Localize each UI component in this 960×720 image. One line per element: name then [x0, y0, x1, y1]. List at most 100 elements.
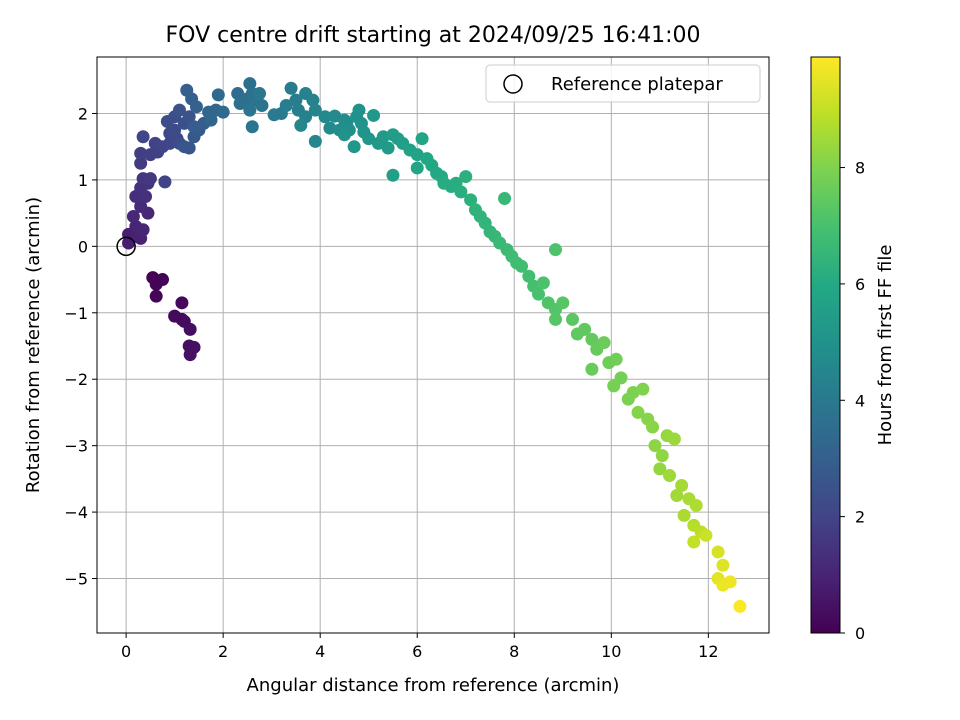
data-point: [646, 420, 660, 434]
data-point: [189, 100, 203, 114]
data-point: [136, 130, 150, 144]
data-point: [655, 449, 669, 463]
y-tick-label: 2: [78, 104, 88, 123]
data-point: [454, 185, 468, 199]
data-point: [459, 170, 473, 184]
data-point: [565, 312, 579, 326]
data-point: [549, 312, 563, 326]
x-tick-label: 8: [509, 642, 519, 661]
data-point: [182, 141, 196, 155]
data-point: [211, 88, 225, 102]
data-point: [136, 223, 150, 237]
grid: [97, 57, 769, 633]
data-point: [464, 193, 478, 207]
data-point: [143, 172, 157, 186]
data-point: [318, 110, 332, 124]
data-point: [172, 103, 186, 117]
reference-platepar-marker: [116, 236, 136, 257]
data-point: [352, 103, 366, 117]
data-point: [733, 599, 747, 613]
data-point: [284, 81, 298, 95]
data-point: [367, 108, 381, 122]
data-point: [631, 405, 645, 419]
data-point: [308, 103, 322, 117]
y-tick-label: −2: [64, 370, 88, 389]
data-point: [386, 168, 400, 182]
colorbar: [810, 56, 841, 634]
colorbar-label: Hours from first FF file: [875, 245, 896, 446]
reference-marker-layer: [116, 236, 136, 257]
data-point: [362, 132, 376, 146]
data-point: [308, 134, 322, 148]
data-point: [636, 382, 650, 396]
data-point: [134, 199, 148, 213]
data-point: [182, 110, 196, 124]
data-point: [410, 161, 424, 175]
data-point: [670, 488, 684, 502]
colorbar-tick-label: 6: [855, 275, 865, 294]
data-point: [233, 97, 247, 111]
legend-reference-marker: [503, 74, 523, 94]
y-tick-label: −1: [64, 304, 88, 323]
data-point: [522, 269, 536, 283]
y-tick-label: −4: [64, 503, 88, 522]
x-tick-label: 2: [218, 642, 228, 661]
data-point: [653, 462, 667, 476]
y-axis-label: Rotation from reference (arcmin): [23, 197, 44, 493]
data-point: [243, 103, 257, 117]
data-point: [175, 296, 189, 310]
data-point: [337, 128, 351, 142]
data-point: [716, 558, 730, 572]
data-point: [149, 277, 163, 291]
data-point: [711, 545, 725, 559]
data-point: [183, 348, 197, 362]
colorbar-tick-label: 2: [855, 508, 865, 527]
data-point: [323, 121, 337, 135]
data-point: [585, 332, 599, 346]
data-point: [549, 243, 563, 257]
data-point: [677, 508, 691, 522]
data-point: [578, 322, 592, 336]
data-point: [279, 98, 293, 112]
x-axis-label: Angular distance from reference (arcmin): [247, 675, 620, 696]
scatter-points: [122, 77, 747, 613]
data-point: [687, 535, 701, 549]
legend-entry-reference: Reference platepar: [551, 74, 723, 95]
data-point: [498, 192, 512, 206]
y-tick-label: 1: [78, 171, 88, 190]
data-point: [667, 432, 681, 446]
data-point: [134, 146, 148, 160]
data-point: [648, 439, 662, 453]
y-tick-label: −3: [64, 437, 88, 456]
data-point: [609, 352, 623, 366]
data-point: [663, 469, 677, 483]
data-point: [532, 287, 546, 301]
data-point: [134, 156, 148, 170]
x-tick-label: 6: [412, 642, 422, 661]
data-point: [306, 93, 320, 107]
colorbar-tick-label: 8: [855, 159, 865, 178]
data-point: [231, 87, 245, 101]
colorbar-tick-label: 4: [855, 391, 865, 410]
data-point: [289, 93, 303, 107]
data-point: [187, 120, 201, 134]
data-point: [294, 118, 308, 132]
data-point: [556, 296, 570, 310]
data-point: [699, 528, 713, 542]
data-point: [607, 379, 621, 393]
data-point: [243, 77, 257, 91]
data-point: [689, 498, 703, 512]
x-tick-label: 10: [601, 642, 621, 661]
data-point: [347, 140, 361, 154]
chart-title: FOV centre drift starting at 2024/09/25 …: [166, 23, 701, 48]
legend: Reference platepar: [485, 64, 761, 103]
data-point: [168, 123, 182, 137]
data-point: [245, 120, 259, 134]
data-point: [183, 322, 197, 336]
data-point: [149, 289, 163, 303]
legend-box: [485, 64, 761, 103]
data-point: [597, 336, 611, 350]
data-point: [675, 479, 689, 493]
